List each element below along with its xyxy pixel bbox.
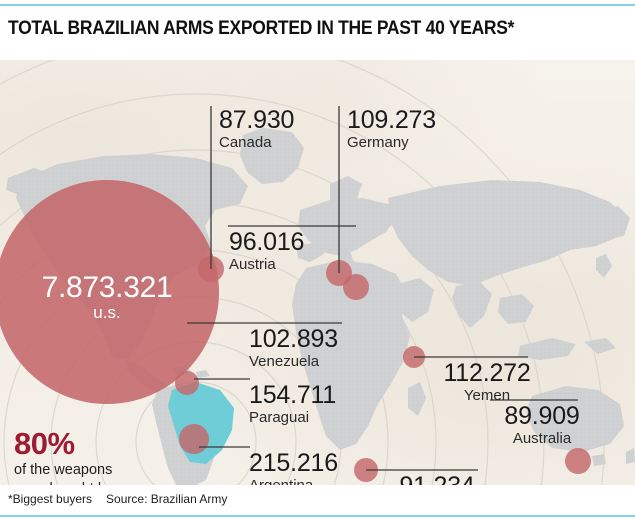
percent-callout: 80% of the weapons were bought by the U.…: [14, 426, 113, 486]
label-argentina-value: 215.216: [249, 449, 338, 477]
label-austria-value: 96.016: [229, 228, 305, 256]
percent-desc-line-1: of the weapons: [14, 462, 113, 478]
label-venezuela-value: 102.893: [249, 325, 338, 353]
label-yemen-value: 112.272: [443, 359, 531, 387]
bottom-accent-rule: [0, 515, 635, 517]
bubble-venezuela: [175, 371, 199, 395]
label-paraguai-country: Paraguai: [249, 409, 310, 426]
label-canada-country: Canada: [219, 134, 272, 151]
percent-desc-line-2: were bought by: [14, 481, 113, 485]
footer-source: Source: Brazilian Army: [106, 492, 228, 506]
world-map-panel: 7.873.321 u.s. 80% of the weapons were b…: [0, 60, 635, 485]
footer: *Biggest buyers Source: Brazilian Army: [8, 492, 227, 506]
label-canada-value: 87.930: [219, 106, 295, 134]
label-argentina: 215.216 Argentina: [249, 449, 338, 486]
map-graphics: [0, 60, 635, 485]
page-title: TOTAL BRAZILIAN ARMS EXPORTED IN THE PAS…: [8, 18, 515, 39]
label-paraguai-value: 154.711: [249, 381, 337, 409]
label-australia-value: 89.909: [504, 402, 580, 430]
label-australia: 89.909 Australia: [487, 402, 597, 448]
percent-value: 80%: [14, 426, 75, 461]
bubble-austria: [343, 274, 369, 300]
label-germany-country: Germany: [347, 134, 409, 151]
label-germany: 109.273 Germany: [347, 106, 436, 152]
label-south-africa-value: 91.234: [372, 474, 502, 486]
bubble-us: [0, 180, 219, 404]
label-paraguai: 154.711 Paraguai: [249, 381, 337, 427]
footer-note: *Biggest buyers: [8, 492, 93, 506]
bubble-paraguai: [179, 424, 209, 454]
label-argentina-country: Argentina: [249, 477, 338, 485]
label-venezuela-country: Venezuela: [249, 353, 320, 370]
label-canada: 87.930 Canada: [219, 106, 295, 152]
leader-lines: [187, 106, 578, 471]
label-austria-country: Austria: [229, 256, 276, 273]
label-yemen: 112.272 Yemen: [432, 359, 542, 405]
label-south-africa: 91.234 South Africa: [372, 474, 502, 486]
label-venezuela: 102.893 Venezuela: [249, 325, 338, 371]
label-yemen-country: Yemen: [463, 387, 511, 404]
label-germany-value: 109.273: [347, 106, 436, 134]
top-accent-rule: [0, 4, 635, 6]
label-australia-country: Australia: [512, 430, 572, 447]
bubble-australia: [565, 448, 591, 474]
label-austria: 96.016 Austria: [229, 228, 305, 274]
